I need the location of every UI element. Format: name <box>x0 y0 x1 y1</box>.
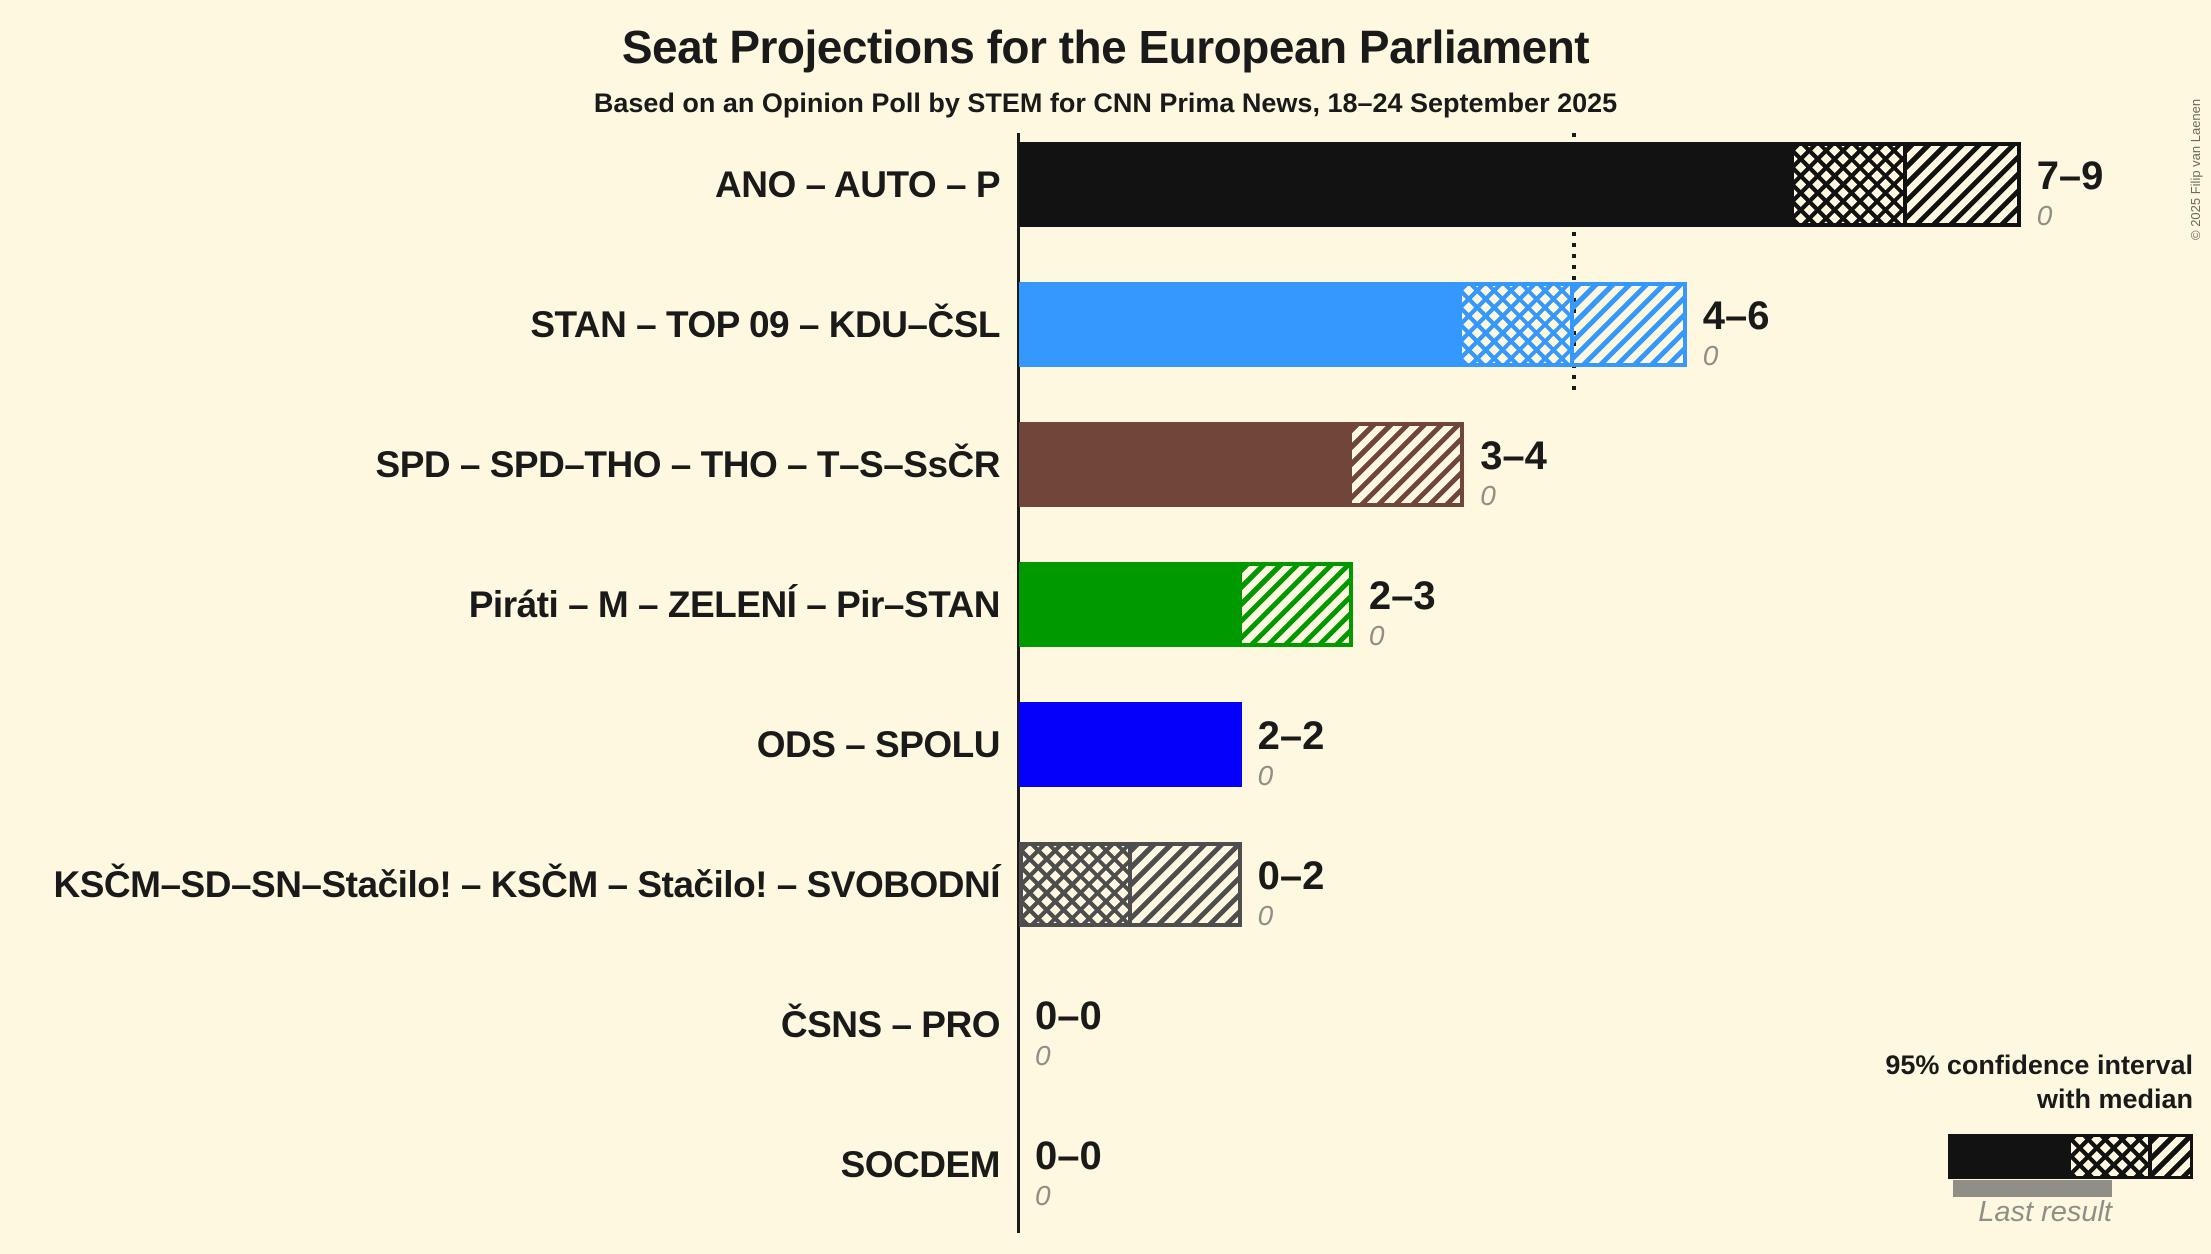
last-result-value: 0 <box>1257 900 1274 931</box>
threshold-dotted-line <box>1572 133 1576 396</box>
ci-bar <box>1019 702 1242 787</box>
diagonal-segment <box>1237 566 1349 643</box>
crosshatch-segment <box>1023 846 1129 923</box>
seat-range-value: 0–2 <box>1257 854 1325 898</box>
seat-range-value: 7–9 <box>2036 154 2104 198</box>
seat-range-value: 2–2 <box>1257 714 1325 758</box>
solid-segment <box>1023 146 1790 223</box>
y-axis-line <box>1017 133 1020 1233</box>
party-label: SPD – SPD–THO – THO – T–S–SsČR <box>375 444 1001 485</box>
seat-range-value: 0–0 <box>1035 1134 1102 1178</box>
legend-ci-label: 95% confidence interval with median <box>1885 1048 2193 1116</box>
legend-last-result-bar <box>1953 1180 2112 1197</box>
ci-bar <box>1019 562 1353 647</box>
party-label: SOCDEM <box>840 1144 1001 1185</box>
legend-crosshatch-segment <box>2066 1137 2148 1176</box>
value-block: 0–2 0 <box>1258 853 1325 932</box>
diagonal-segment <box>1128 846 1238 923</box>
seat-range-value: 2–3 <box>1368 574 1436 618</box>
legend-diagonal-segment <box>2147 1137 2190 1176</box>
value-block: 2–3 0 <box>1369 573 1436 652</box>
last-result-value: 0 <box>2036 200 2053 231</box>
seat-range-value: 0–0 <box>1035 994 1102 1038</box>
party-label: ODS – SPOLU <box>756 724 1001 765</box>
crosshatch-segment <box>1457 286 1571 363</box>
party-label: STAN – TOP 09 – KDU–ČSL <box>530 304 1000 345</box>
value-block: 4–6 0 <box>1703 293 1770 372</box>
party-label: ANO – AUTO – P <box>715 164 1000 205</box>
seat-range-value: 3–4 <box>1480 434 1547 478</box>
diagonal-segment <box>1347 426 1461 503</box>
legend-solid-segment <box>1951 1137 2067 1176</box>
crosshatch-segment <box>1789 146 1904 223</box>
ci-bar <box>1019 142 2021 227</box>
last-result-value: 0 <box>1035 1180 1051 1211</box>
value-block: 0–0 0 <box>1035 993 1102 1072</box>
value-block: 7–9 0 <box>2037 153 2104 232</box>
page-title: Seat Projections for the European Parlia… <box>621 21 1590 73</box>
page-subtitle: Based on an Opinion Poll by STEM for CNN… <box>593 88 1618 118</box>
copyright-note: © 2025 Filip van Laenen <box>2188 98 2203 240</box>
party-label: Piráti – M – ZELENÍ – Pir–STAN <box>468 584 1001 625</box>
solid-segment <box>1023 426 1348 503</box>
legend-last-result-label: Last result <box>1978 1196 2112 1228</box>
party-label: KSČM–SD–SN–Stačilo! – KSČM – Stačilo! – … <box>53 864 1001 905</box>
diagonal-segment <box>1570 286 1683 363</box>
ci-bar <box>1019 282 1687 367</box>
ci-bar <box>1019 422 1465 507</box>
seat-range-value: 4–6 <box>1702 294 1770 338</box>
legend-ci-sample-bar <box>1948 1134 2193 1179</box>
diagonal-segment <box>1903 146 2017 223</box>
last-result-value: 0 <box>1702 340 1719 371</box>
legend-ci-line1: 95% confidence interval <box>1885 1050 2193 1080</box>
last-result-value: 0 <box>1257 760 1274 791</box>
solid-segment <box>1023 566 1238 643</box>
ci-bar <box>1019 842 1242 927</box>
legend-ci-line2: with median <box>2036 1084 2193 1114</box>
last-result-value: 0 <box>1368 620 1385 651</box>
solid-segment <box>1023 286 1458 363</box>
solid-segment <box>1023 706 1238 783</box>
value-block: 2–2 0 <box>1258 713 1325 792</box>
party-label: ČSNS – PRO <box>780 1004 1001 1045</box>
value-block: 3–4 0 <box>1480 433 1547 512</box>
last-result-value: 0 <box>1035 1040 1051 1071</box>
last-result-value: 0 <box>1480 480 1496 511</box>
value-block: 0–0 0 <box>1035 1133 1102 1212</box>
